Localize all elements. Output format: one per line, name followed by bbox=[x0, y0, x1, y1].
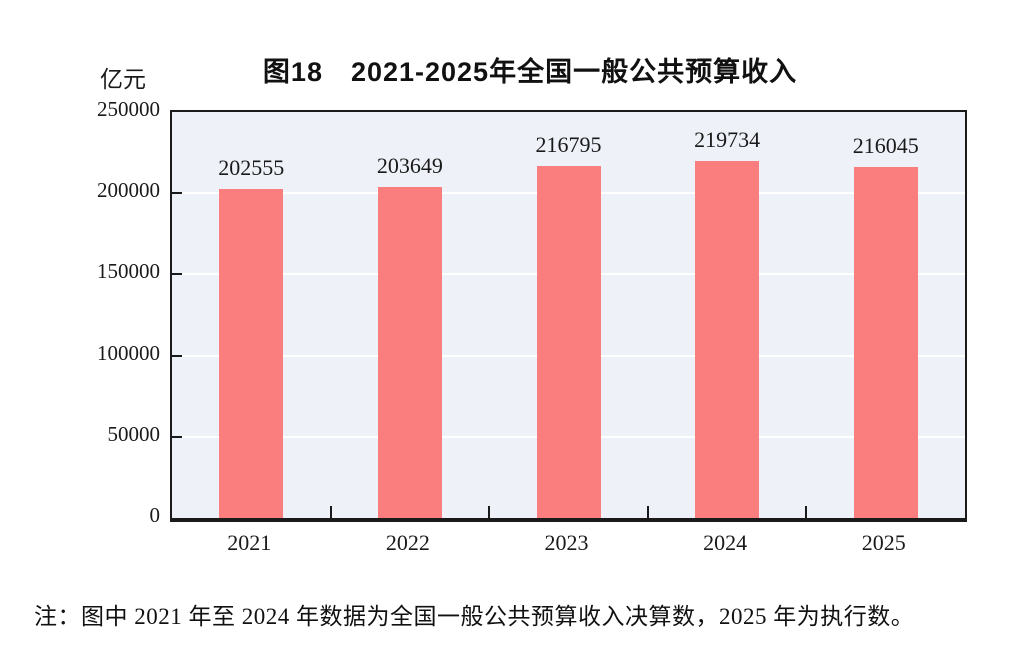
y-axis-unit-label: 亿元 bbox=[100, 67, 146, 92]
bar-2023 bbox=[536, 165, 601, 518]
y-axis-label-200000: 200000 bbox=[97, 178, 160, 203]
x-axis-tick-3 bbox=[646, 506, 649, 518]
bar-2022 bbox=[377, 187, 442, 518]
bar-value-label-2025: 216045 bbox=[852, 133, 919, 159]
x-axis-label-2022: 2022 bbox=[385, 530, 430, 555]
bar-value-label-2022: 203649 bbox=[376, 153, 443, 179]
chart-note: 注：图中 2021 年至 2024 年数据为全国一般公共预算收入决算数，2025… bbox=[34, 604, 915, 629]
plot-area: 202555 203649 216795 219734 216045 bbox=[170, 110, 967, 522]
x-axis-tick-4 bbox=[805, 506, 808, 518]
y-axis-label-150000: 150000 bbox=[97, 259, 160, 284]
y-axis-label-50000: 50000 bbox=[107, 421, 161, 446]
y-axis-label-250000: 250000 bbox=[97, 97, 160, 121]
bar-value-label-2023: 216795 bbox=[535, 131, 602, 157]
x-axis-label-2025: 2025 bbox=[861, 530, 906, 555]
x-axis-label-2023: 2023 bbox=[544, 530, 589, 555]
y-axis-tick-100000 bbox=[172, 354, 182, 357]
y-axis-tick-150000 bbox=[172, 273, 182, 276]
y-axis-label-0: 0 bbox=[149, 503, 161, 527]
y-axis-tick-200000 bbox=[172, 192, 182, 195]
bar-2025 bbox=[853, 167, 918, 518]
x-axis-tick-2 bbox=[488, 506, 491, 518]
y-axis-label-100000: 100000 bbox=[97, 340, 160, 365]
chart-title: 图18 2021-2025年全国一般公共预算收入 bbox=[262, 57, 798, 87]
bar-value-label-2021: 202555 bbox=[218, 155, 285, 181]
x-axis-label-2024: 2024 bbox=[703, 530, 748, 555]
bar-2024 bbox=[695, 161, 760, 518]
x-axis-label-2021: 2021 bbox=[227, 530, 272, 555]
y-axis-tick-50000 bbox=[172, 435, 182, 438]
bar-value-label-2024: 219734 bbox=[694, 127, 761, 153]
bar-2021 bbox=[219, 189, 284, 518]
x-axis-tick-1 bbox=[329, 506, 332, 518]
